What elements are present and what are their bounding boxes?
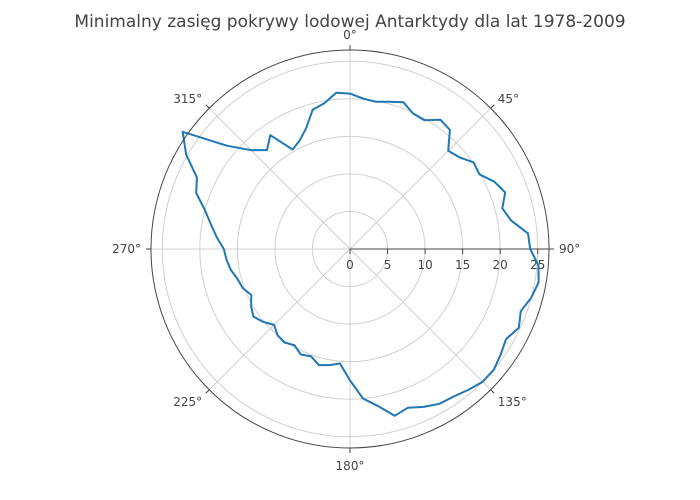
radial-tick-label: 0: [346, 258, 354, 272]
angular-tick: [490, 389, 495, 394]
angular-tick-label: 135°: [498, 395, 527, 409]
grid-spoke: [349, 248, 492, 391]
grid-spoke: [208, 107, 351, 250]
angular-tick: [490, 104, 495, 109]
angular-tick-label: 90°: [559, 242, 580, 256]
angular-tick-label: 180°: [336, 459, 365, 473]
radial-tick-label: 15: [455, 258, 470, 272]
angular-tick: [205, 389, 210, 394]
series-line: [181, 91, 540, 417]
grid-spoke: [208, 248, 351, 391]
radial-tick-label: 10: [417, 258, 432, 272]
angular-tick-label: 45°: [498, 92, 519, 106]
chart-title: Minimalny zasięg pokrywy lodowej Antarkt…: [74, 12, 625, 32]
angular-ticks: 0° 45° 90° 135° 180° 225° 270° 315°: [112, 28, 580, 473]
data-series: [181, 91, 540, 417]
radial-tick-label: 5: [384, 258, 392, 272]
angular-tick-label: 315°: [173, 92, 202, 106]
angular-tick: [205, 104, 210, 109]
angular-tick-label: 270°: [112, 242, 141, 256]
angular-tick-label: 0°: [343, 28, 357, 42]
radial-tick-label: 20: [493, 258, 508, 272]
grid-spoke: [349, 107, 492, 250]
radial-axis: 0 5 10 15 20 25: [346, 248, 549, 272]
angular-tick-label: 225°: [173, 395, 202, 409]
